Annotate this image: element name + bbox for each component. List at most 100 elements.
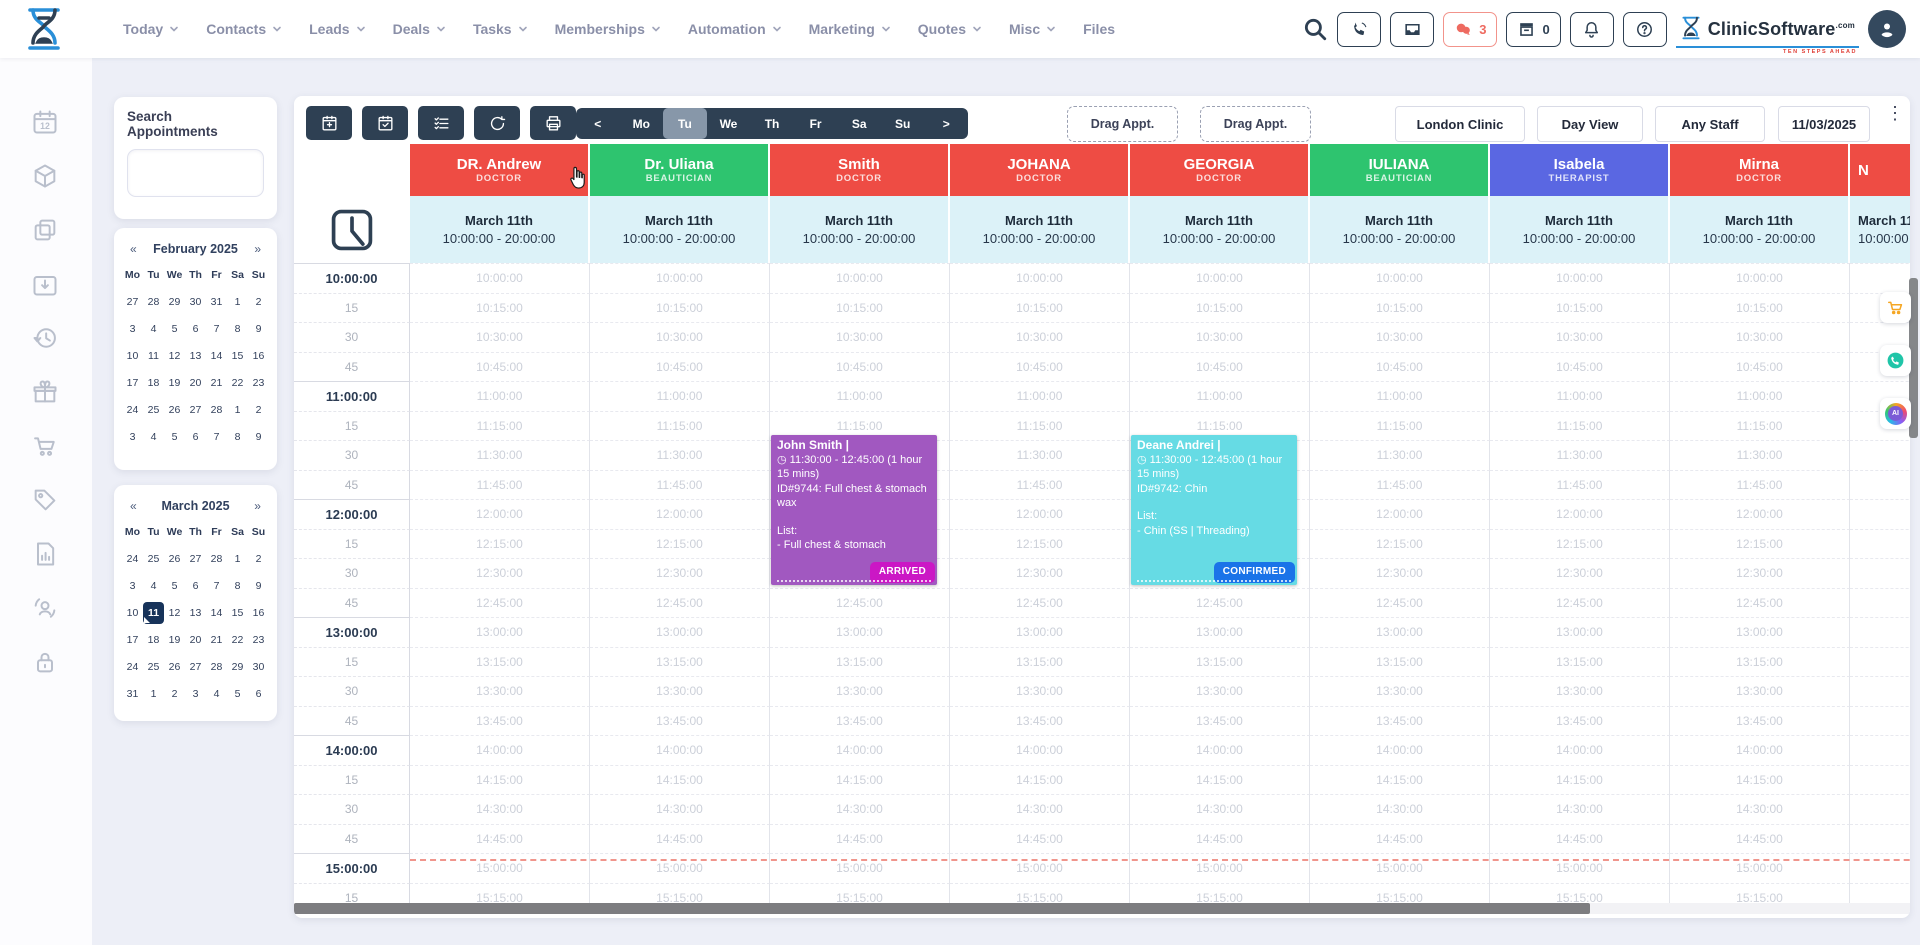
- slot-cell[interactable]: 10:30:00: [1490, 322, 1670, 352]
- calendar-day[interactable]: 10: [126, 350, 139, 362]
- slot-cell[interactable]: 14:45:00: [1490, 823, 1670, 853]
- slot-cell[interactable]: 15:15:00: [1850, 882, 1910, 905]
- calendar-day[interactable]: 17: [126, 377, 139, 389]
- calendar-day[interactable]: 4: [150, 580, 157, 592]
- slot-cell[interactable]: 13:45:00: [410, 705, 590, 735]
- slot-cell[interactable]: 11:45:00: [410, 469, 590, 499]
- slot-cell[interactable]: 12:45:00: [1130, 587, 1310, 617]
- slot-cell[interactable]: 12:45:00: [1310, 587, 1490, 617]
- slot-cell[interactable]: 10:00:00: [1310, 263, 1490, 293]
- slot-cell[interactable]: 13:00:00: [770, 617, 950, 647]
- calendar-day[interactable]: 2: [255, 553, 262, 565]
- slot-cell[interactable]: 12:15:00: [410, 528, 590, 558]
- slot-cell[interactable]: 13:45:00: [1130, 705, 1310, 735]
- calendar-day[interactable]: 18: [147, 377, 160, 389]
- slot-cell[interactable]: 10:00:00: [1670, 263, 1850, 293]
- calendar-day[interactable]: 23: [252, 634, 265, 646]
- staff-header-mirna[interactable]: Mirna DOCTOR: [1670, 144, 1850, 196]
- slot-cell[interactable]: 11:15:00: [1310, 410, 1490, 440]
- slot-cell[interactable]: 11:45:00: [1490, 469, 1670, 499]
- slot-cell[interactable]: 14:30:00: [1850, 794, 1910, 824]
- slot-cell[interactable]: 13:15:00: [1310, 646, 1490, 676]
- slot-cell[interactable]: 13:00:00: [1850, 617, 1910, 647]
- slot-cell[interactable]: 10:45:00: [770, 351, 950, 381]
- slot-cell[interactable]: 14:15:00: [410, 764, 590, 794]
- search-icon[interactable]: [1302, 16, 1328, 42]
- slot-cell[interactable]: 13:00:00: [410, 617, 590, 647]
- slot-cell[interactable]: 13:00:00: [1490, 617, 1670, 647]
- nav-item-misc[interactable]: Misc: [1009, 21, 1056, 37]
- select-london-clinic[interactable]: London Clinic: [1395, 106, 1525, 142]
- slot-cell[interactable]: 11:30:00: [1310, 440, 1490, 470]
- calendar-day[interactable]: 16: [252, 350, 265, 362]
- calendar-day[interactable]: 6: [255, 688, 262, 700]
- slot-cell[interactable]: 10:15:00: [770, 292, 950, 322]
- slot-cell[interactable]: 10:00:00: [950, 263, 1130, 293]
- slot-cell[interactable]: 10:45:00: [590, 351, 770, 381]
- slot-cell[interactable]: 14:30:00: [410, 794, 590, 824]
- print-button[interactable]: [530, 106, 576, 140]
- slot-cell[interactable]: 14:00:00: [1130, 735, 1310, 765]
- slot-cell[interactable]: 13:45:00: [950, 705, 1130, 735]
- calendar-day[interactable]: 23: [252, 377, 265, 389]
- drag-appointment-button-2[interactable]: Drag Appt.: [1200, 106, 1311, 142]
- slot-cell[interactable]: 13:30:00: [1310, 676, 1490, 706]
- nav-item-today[interactable]: Today: [123, 21, 179, 37]
- notifications-button[interactable]: [1569, 11, 1614, 47]
- slot-cell[interactable]: 14:30:00: [950, 794, 1130, 824]
- slot-cell[interactable]: 14:45:00: [770, 823, 950, 853]
- quick-phone-button[interactable]: [1880, 345, 1911, 376]
- select-any-staff[interactable]: Any Staff: [1655, 106, 1765, 142]
- calendar-day[interactable]: 22: [231, 377, 244, 389]
- calendar-day[interactable]: 29: [231, 661, 244, 673]
- slot-cell[interactable]: 14:00:00: [590, 735, 770, 765]
- staff-header-dr-uliana[interactable]: Dr. Uliana BEAUTICIAN: [590, 144, 770, 196]
- slot-cell[interactable]: 11:30:00: [410, 440, 590, 470]
- slot-cell[interactable]: 14:45:00: [1310, 823, 1490, 853]
- slot-cell[interactable]: 13:45:00: [590, 705, 770, 735]
- slot-cell[interactable]: 14:00:00: [770, 735, 950, 765]
- slot-cell[interactable]: 10:30:00: [770, 322, 950, 352]
- slot-cell[interactable]: 12:00:00: [950, 499, 1130, 529]
- calendar-day[interactable]: 26: [168, 553, 181, 565]
- slot-cell[interactable]: 11:45:00: [590, 469, 770, 499]
- calendar-day[interactable]: 5: [171, 431, 178, 443]
- day-tab-sa[interactable]: Sa: [851, 116, 867, 131]
- calendar-day[interactable]: 30: [189, 296, 202, 308]
- slot-cell[interactable]: 14:30:00: [590, 794, 770, 824]
- slot-cell[interactable]: 13:15:00: [1670, 646, 1850, 676]
- slot-cell[interactable]: 13:30:00: [770, 676, 950, 706]
- slot-cell[interactable]: 15:15:00: [1130, 882, 1310, 904]
- calendar-day[interactable]: 24: [126, 661, 139, 673]
- chat-button[interactable]: 3: [1443, 11, 1498, 47]
- calendar-day[interactable]: 28: [147, 296, 160, 308]
- calendar-day[interactable]: 30: [252, 661, 265, 673]
- calendar-day[interactable]: 2: [171, 688, 178, 700]
- slot-cell[interactable]: 12:30:00: [1850, 558, 1910, 588]
- slot-cell[interactable]: 15:15:00: [1310, 882, 1490, 904]
- slot-cell[interactable]: 12:45:00: [410, 587, 590, 617]
- slot-cell[interactable]: 14:00:00: [410, 735, 590, 765]
- horizontal-scrollbar-thumb[interactable]: [294, 903, 1590, 914]
- slot-cell[interactable]: 12:45:00: [950, 587, 1130, 617]
- slot-cell[interactable]: 12:00:00: [1310, 499, 1490, 529]
- slot-cell[interactable]: 10:30:00: [1130, 322, 1310, 352]
- calendar-day[interactable]: 13: [189, 607, 202, 619]
- slot-cell[interactable]: 10:30:00: [950, 322, 1130, 352]
- calendar-day[interactable]: 27: [126, 296, 139, 308]
- day-tab-we[interactable]: We: [719, 116, 738, 131]
- calendar-day[interactable]: 9: [255, 323, 262, 335]
- slot-cell[interactable]: 12:15:00: [590, 528, 770, 558]
- calendar-day[interactable]: 12: [168, 607, 181, 619]
- slot-cell[interactable]: 12:00:00: [590, 499, 770, 529]
- calendar-day[interactable]: 31: [210, 296, 223, 308]
- slot-cell[interactable]: 13:15:00: [950, 646, 1130, 676]
- slot-cell[interactable]: 12:30:00: [1310, 558, 1490, 588]
- history-icon[interactable]: [31, 324, 61, 354]
- calendar-day[interactable]: 5: [171, 580, 178, 592]
- slot-cell[interactable]: 12:15:00: [1490, 528, 1670, 558]
- slot-cell[interactable]: 11:45:00: [950, 469, 1130, 499]
- report-icon[interactable]: [31, 540, 61, 570]
- user-rotate-icon[interactable]: [31, 594, 61, 624]
- slot-cell[interactable]: 12:45:00: [1670, 587, 1850, 617]
